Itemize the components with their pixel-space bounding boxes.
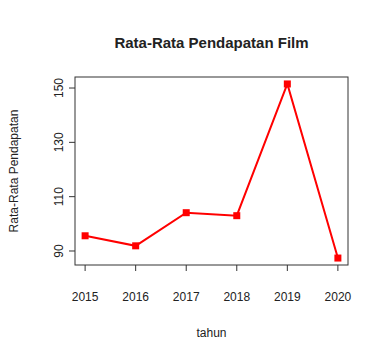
- y-axis-label: Rata-Rata Pendapatan: [7, 110, 21, 233]
- x-tick: [287, 265, 288, 271]
- plot-frame: [75, 77, 348, 265]
- data-point: [183, 209, 190, 216]
- x-tick-label: 2018: [223, 290, 250, 304]
- series-line: [85, 84, 338, 258]
- y-tick-label: 130: [52, 132, 66, 152]
- x-tick-label: 2020: [325, 290, 352, 304]
- x-tick: [186, 265, 187, 271]
- y-tick: [69, 88, 75, 89]
- x-tick-label: 2019: [274, 290, 301, 304]
- x-tick-label: 2016: [122, 290, 149, 304]
- data-point: [284, 80, 291, 87]
- y-tick: [69, 250, 75, 251]
- title: Rata-Rata Pendapatan Film: [114, 34, 308, 51]
- x-tick: [236, 265, 237, 271]
- data-point: [233, 212, 240, 219]
- y-tick: [69, 142, 75, 143]
- chart: Rata-Rata Pendapatan Film 90 110 130 150 2015…: [0, 0, 389, 359]
- x-tick-label: 2017: [173, 290, 200, 304]
- x-axis-label: tahun: [196, 326, 226, 340]
- x-tick: [85, 265, 86, 271]
- background: [0, 0, 389, 359]
- y-tick-label: 110: [52, 187, 66, 206]
- x-tick-label: 2015: [72, 290, 99, 304]
- y-tick: [69, 196, 75, 197]
- x-tick: [337, 265, 338, 271]
- y-tick-label: 90: [52, 244, 66, 258]
- data-point: [82, 232, 89, 239]
- x-tick: [135, 265, 136, 271]
- chart-root: Rata-Rata Pendapatan Film 90 110 130 150 2015…: [0, 0, 389, 359]
- data-point: [334, 255, 341, 262]
- series-group: [82, 80, 342, 261]
- y-tick-label: 150: [52, 78, 66, 98]
- data-point: [132, 242, 139, 249]
